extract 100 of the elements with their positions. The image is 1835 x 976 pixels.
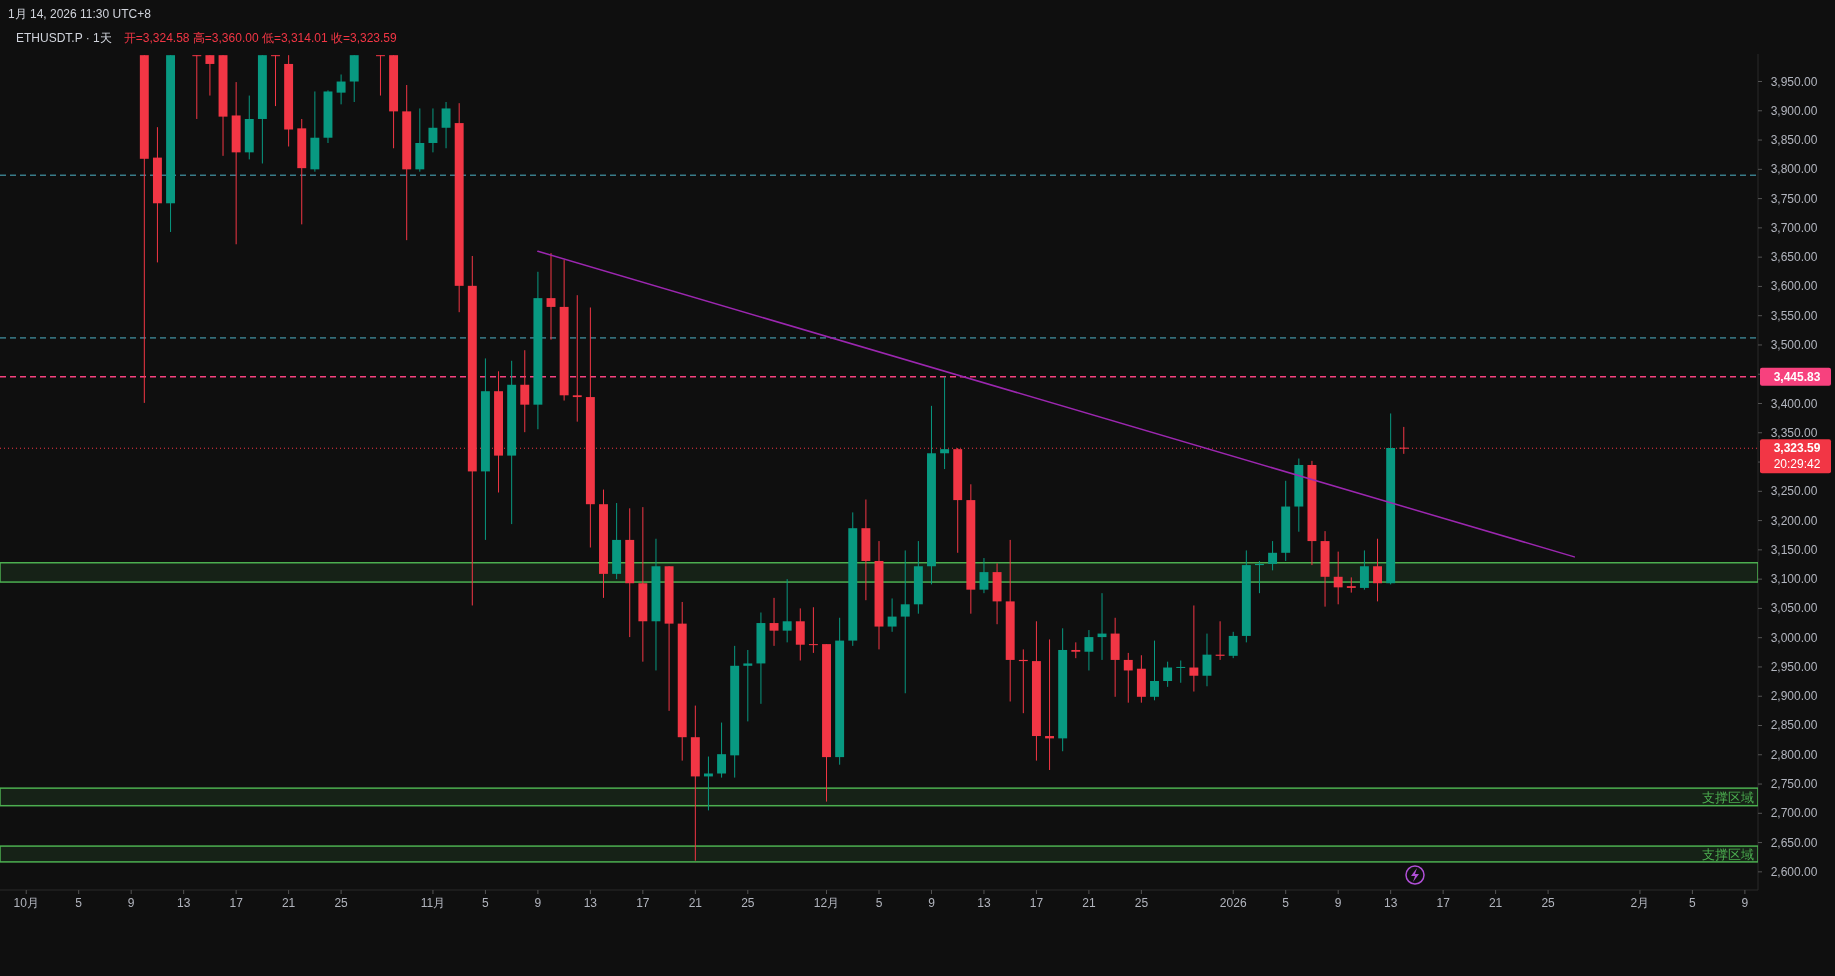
x-tick-label: 17 <box>636 896 650 910</box>
candlestick <box>1359 549 1369 591</box>
x-tick-label: 9 <box>928 896 936 910</box>
candlestick <box>1228 631 1238 659</box>
x-tick-label: 5 <box>1282 896 1290 910</box>
y-tick-label: 3,200.00 <box>1770 513 1818 528</box>
candlestick <box>192 54 202 120</box>
y-tick-label: 2,600.00 <box>1770 864 1818 879</box>
candlestick <box>769 597 779 647</box>
x-tick-label: 5 <box>482 896 490 910</box>
x-tick-label: 21 <box>1488 896 1503 910</box>
x-tick-label: 9 <box>127 896 135 910</box>
candlestick <box>205 54 215 97</box>
candlestick <box>782 578 792 643</box>
y-tick-label: 2,950.00 <box>1770 659 1818 674</box>
x-tick-label: 25 <box>1134 896 1149 910</box>
candlestick <box>1176 660 1186 684</box>
text: 20:29:42 <box>1773 457 1821 472</box>
y-tick-label: 2,850.00 <box>1770 718 1818 733</box>
candlestick <box>1123 652 1133 704</box>
y-tick-label: 3,500.00 <box>1770 337 1818 352</box>
x-tick-label: 17 <box>1029 896 1044 910</box>
y-tick-label: 2,700.00 <box>1770 806 1818 821</box>
x-tick-label: 12月 <box>813 896 840 910</box>
candlestick <box>795 607 805 662</box>
candlestick <box>887 597 897 633</box>
candlestick <box>546 252 556 341</box>
candlestick <box>1255 560 1264 594</box>
y-tick-label: 3,800.00 <box>1770 162 1818 177</box>
candlestick <box>336 73 346 105</box>
x-tick-label: 25 <box>334 896 349 910</box>
x-tick-label: 10月 <box>13 896 39 910</box>
band-label: 支撑区域 <box>1702 789 1754 805</box>
x-tick-label: 2月 <box>1630 896 1650 910</box>
y-tick-label: 3,150.00 <box>1770 542 1818 557</box>
y-tick-label: 3,550.00 <box>1770 308 1818 323</box>
y-tick-label: 3,950.00 <box>1770 74 1818 89</box>
x-tick-label: 2026 <box>1219 896 1247 910</box>
candlestick <box>940 376 950 470</box>
band-label: 支撑区域 <box>1702 847 1754 862</box>
candlestick <box>271 54 280 107</box>
text: 1月 14, 2026 11:30 UTC+8 <box>8 7 152 21</box>
y-tick-label: 3,750.00 <box>1770 191 1818 206</box>
candlestick <box>703 756 713 811</box>
candlestick <box>1268 540 1278 571</box>
x-tick-label: 25 <box>1541 896 1556 910</box>
y-tick-label: 3,250.00 <box>1770 484 1818 499</box>
y-tick-label: 2,800.00 <box>1770 747 1818 762</box>
candlestick <box>808 606 818 654</box>
x-tick-label: 21 <box>281 896 296 910</box>
y-tick-label: 3,050.00 <box>1770 601 1818 616</box>
candlestick <box>743 649 753 722</box>
x-tick-label: 5 <box>875 896 883 910</box>
x-tick-label: 13 <box>176 896 191 910</box>
y-tick-label: 2,900.00 <box>1770 689 1818 704</box>
x-tick-label: 25 <box>741 896 755 910</box>
candlestick <box>900 549 910 694</box>
candlestick <box>1084 629 1094 671</box>
ref-line-label: 3,323.59 <box>1773 441 1821 456</box>
y-tick-label: 2,650.00 <box>1770 835 1818 850</box>
x-tick-label: 11月 <box>420 896 446 910</box>
y-tick-label: 3,400.00 <box>1770 396 1818 411</box>
candlestick <box>979 557 989 594</box>
candlestick <box>572 294 582 423</box>
x-tick-label: 5 <box>1689 896 1697 910</box>
candlestick <box>520 349 530 433</box>
candlestick <box>441 101 451 149</box>
candlestick <box>1346 576 1356 594</box>
y-tick-label: 3,650.00 <box>1770 250 1818 265</box>
candlestick <box>1018 648 1028 714</box>
x-tick-label: 21 <box>1082 896 1096 910</box>
y-tick-label: 3,900.00 <box>1770 103 1818 118</box>
x-tick-label: 13 <box>1383 896 1398 910</box>
candlestick <box>1163 661 1173 688</box>
x-tick-label: 9 <box>1741 896 1749 910</box>
candlestick <box>1373 538 1382 602</box>
x-tick-label: 21 <box>688 896 703 910</box>
y-tick-label: 3,600.00 <box>1770 279 1818 294</box>
x-tick-label: 17 <box>229 896 244 910</box>
candlestick <box>1189 604 1199 693</box>
x-tick-label: 13 <box>583 896 598 910</box>
candlestick <box>376 54 385 97</box>
ref-line-label: 3,445.83 <box>1773 369 1821 384</box>
candlestick <box>717 722 727 779</box>
y-tick-label: 3,100.00 <box>1770 572 1818 587</box>
chart-subtitle: 开=3,324.58 高=3,360.00 低=3,314.01 收=3,323.59 <box>123 31 397 45</box>
y-tick-label: 2,750.00 <box>1770 777 1818 792</box>
candlestick <box>1150 640 1159 701</box>
x-tick-label: 9 <box>534 896 542 910</box>
x-tick-label: 13 <box>977 896 991 910</box>
y-tick-label: 3,000.00 <box>1770 630 1818 645</box>
x-tick-label: 5 <box>75 896 83 910</box>
x-tick-label: 9 <box>1334 896 1342 910</box>
candlestick <box>428 107 438 153</box>
y-tick-label: 3,700.00 <box>1770 220 1818 235</box>
candlestick <box>1215 620 1225 661</box>
candlestick <box>1333 551 1343 605</box>
y-tick-label: 3,850.00 <box>1770 133 1818 148</box>
x-tick-label: 17 <box>1436 896 1451 910</box>
chart-title: ETHUSDT.P · 1天 <box>16 31 112 45</box>
